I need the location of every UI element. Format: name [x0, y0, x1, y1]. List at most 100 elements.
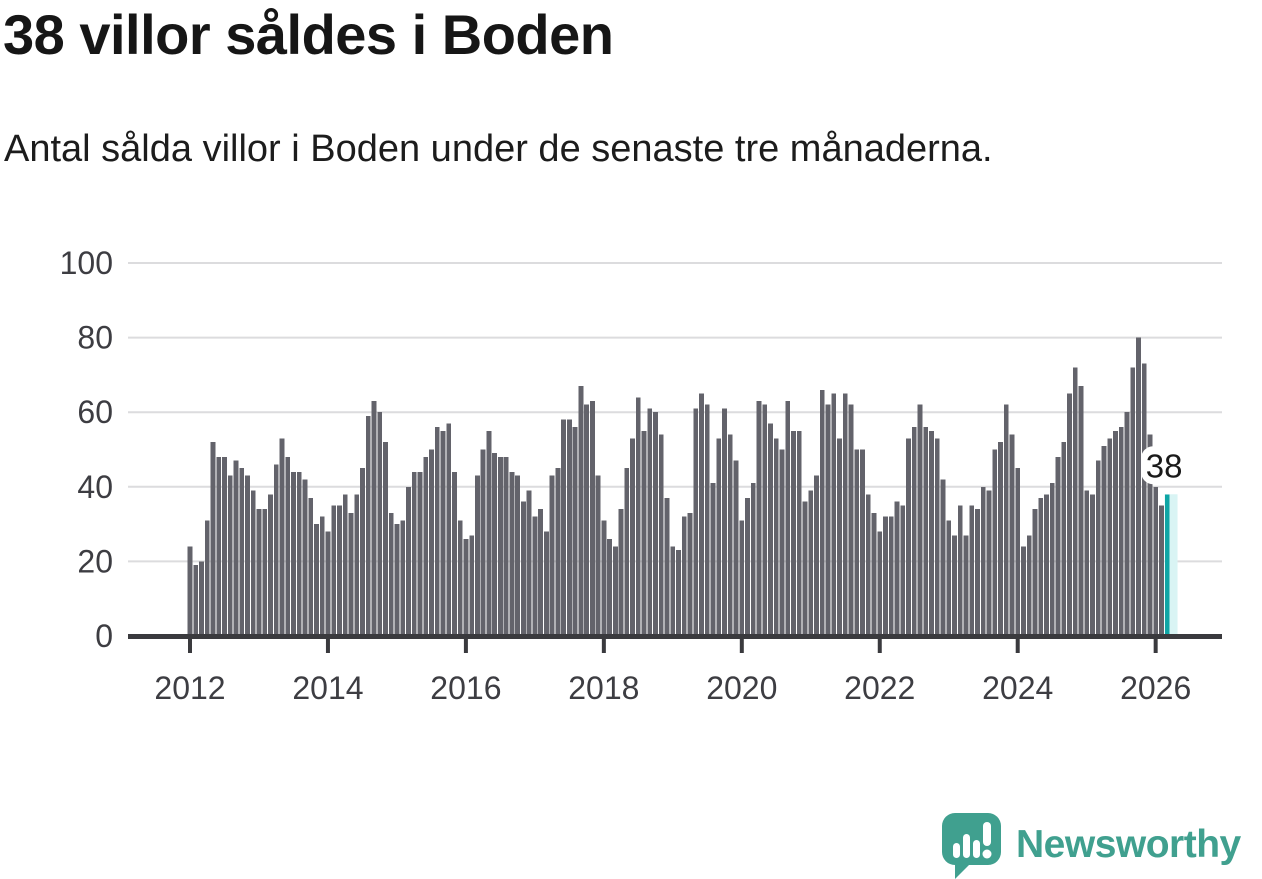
bar — [227, 475, 233, 636]
bar — [1009, 434, 1015, 636]
newsworthy-logo-icon — [942, 813, 1001, 879]
bar — [1095, 460, 1101, 636]
bar — [687, 512, 693, 636]
bar — [900, 505, 906, 636]
bar — [279, 438, 285, 636]
bar — [1055, 456, 1061, 636]
logo-bar-1 — [953, 843, 960, 858]
bar — [998, 442, 1003, 636]
bar — [773, 438, 779, 636]
bar — [768, 423, 773, 636]
bar — [520, 501, 526, 636]
bar — [1003, 404, 1009, 636]
page-title: 38 villor såldes i Boden — [3, 3, 614, 66]
bar — [710, 483, 716, 636]
bar — [877, 531, 883, 636]
brand-name: Newsworthy — [1016, 822, 1241, 866]
bar — [245, 475, 250, 636]
bar — [975, 509, 980, 636]
bar — [1113, 430, 1118, 636]
bar — [555, 468, 561, 636]
bar — [670, 546, 676, 636]
bar — [440, 430, 446, 636]
bar — [314, 524, 319, 636]
x-axis-tick-label: 2024 — [982, 670, 1053, 706]
bar — [1130, 367, 1136, 636]
bar — [538, 509, 544, 636]
bar — [475, 475, 480, 636]
bar — [745, 497, 750, 636]
bar — [1159, 505, 1164, 636]
newsworthy-logo[interactable]: Newsworthy — [938, 810, 1262, 879]
bar — [411, 471, 417, 636]
x-axis-tick — [739, 639, 744, 653]
bar — [423, 456, 429, 636]
x-axis-tick — [1015, 639, 1020, 653]
bar — [647, 408, 653, 636]
bar — [199, 561, 204, 636]
bar — [434, 427, 440, 636]
bar — [337, 505, 342, 636]
bar — [383, 442, 388, 636]
bar — [831, 393, 837, 636]
y-axis-tick-label: 60 — [77, 394, 113, 430]
x-axis-line — [128, 634, 1222, 639]
y-axis-tick-label: 40 — [77, 469, 113, 505]
bar — [699, 393, 704, 636]
bar — [187, 546, 193, 636]
bar — [693, 408, 699, 636]
bar — [733, 460, 739, 636]
bar — [802, 501, 808, 636]
bar — [1136, 337, 1141, 636]
bar — [256, 509, 262, 636]
bar — [871, 512, 877, 636]
bar — [497, 456, 503, 636]
bar — [1124, 412, 1130, 636]
bar — [429, 449, 434, 636]
x-axis-tick — [601, 639, 606, 653]
bar — [848, 404, 854, 636]
bar — [446, 423, 452, 636]
bar — [618, 509, 624, 636]
bar — [624, 468, 630, 636]
bar — [354, 494, 360, 636]
bar — [704, 404, 710, 636]
logo-exclamation-dot — [982, 849, 992, 859]
bar — [291, 471, 296, 636]
bar — [940, 479, 946, 636]
bar — [406, 486, 411, 636]
bar — [681, 516, 687, 636]
bar — [980, 486, 986, 636]
bar — [664, 497, 670, 636]
bar — [457, 520, 463, 636]
bar — [204, 520, 210, 636]
bar — [969, 505, 975, 636]
bar — [216, 456, 222, 636]
bar — [233, 460, 239, 636]
highlight-value-label: 38 — [1146, 447, 1183, 484]
bar — [883, 516, 888, 636]
bar — [929, 430, 934, 636]
bar — [595, 475, 601, 636]
bar — [325, 531, 331, 636]
bar — [854, 449, 860, 636]
x-axis-tick — [877, 639, 882, 653]
bar — [1107, 438, 1113, 636]
bar — [1038, 497, 1044, 636]
bar — [1153, 486, 1159, 636]
bar — [268, 494, 273, 636]
bar — [1067, 393, 1072, 636]
bar — [716, 438, 722, 636]
bar — [894, 501, 900, 636]
bar — [572, 427, 578, 636]
bar — [239, 468, 245, 636]
bar — [417, 471, 423, 636]
bar — [1147, 434, 1153, 636]
bar — [612, 546, 618, 636]
bar — [676, 550, 681, 636]
bar — [785, 401, 791, 636]
x-axis-tick-label: 2020 — [706, 670, 777, 706]
bar — [1061, 442, 1067, 636]
bar — [566, 419, 572, 636]
x-axis-tick — [325, 639, 330, 653]
